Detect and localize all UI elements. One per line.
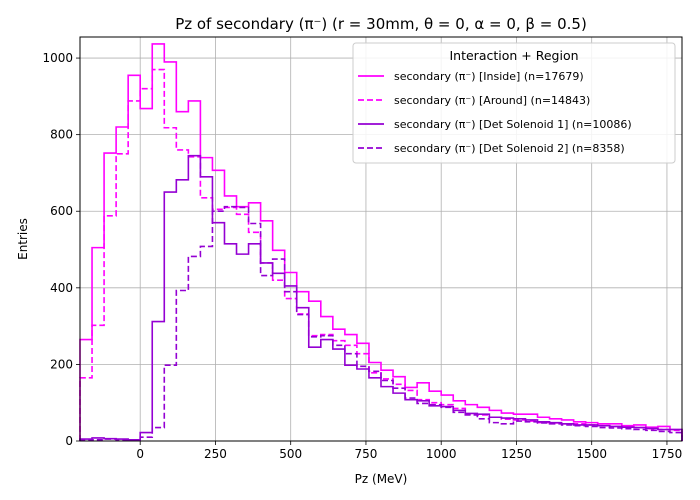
x-tick-label: 1000 xyxy=(426,447,457,461)
x-tick-label: 1500 xyxy=(576,447,607,461)
y-axis-ticks: 0 200 400 600 800 1000 xyxy=(42,51,80,448)
legend-items: secondary (π⁻) [Inside] (n=17679) seconda… xyxy=(358,70,632,155)
y-tick-label: 400 xyxy=(50,281,73,295)
x-tick-label: 250 xyxy=(204,447,227,461)
x-tick-label: 1250 xyxy=(501,447,532,461)
y-tick-label: 0 xyxy=(65,434,73,448)
y-tick-label: 1000 xyxy=(42,51,73,65)
x-tick-label: 1750 xyxy=(652,447,683,461)
y-tick-label: 800 xyxy=(50,128,73,142)
series-layer xyxy=(79,43,683,442)
y-axis-label: Entries xyxy=(16,218,30,260)
legend-label: secondary (π⁻) [Inside] (n=17679) xyxy=(394,70,584,83)
x-tick-label: 750 xyxy=(354,447,377,461)
legend-label: secondary (π⁻) [Det Solenoid 2] (n=8358) xyxy=(394,142,625,155)
x-tick-label: 0 xyxy=(136,447,144,461)
legend-box xyxy=(352,42,676,164)
plot-frame xyxy=(79,36,683,442)
legend-title: Interaction + Region xyxy=(449,48,578,63)
legend-label: secondary (π⁻) [Det Solenoid 1] (n=10086… xyxy=(394,118,632,131)
x-axis-label: Pz (MeV) xyxy=(355,472,408,486)
legend-label: secondary (π⁻) [Around] (n=14843) xyxy=(394,94,590,107)
y-tick-label: 200 xyxy=(50,357,73,371)
series-line-1 xyxy=(79,43,683,441)
x-tick-label: 500 xyxy=(279,447,302,461)
series-line-4 xyxy=(79,205,683,442)
chart-title: Pz of secondary (π⁻) (r = 30mm, θ = 0, α… xyxy=(175,15,587,33)
series-line-3 xyxy=(79,154,683,441)
y-tick-label: 600 xyxy=(50,204,73,218)
legend: Interaction + Region secondary (π⁻) [Ins… xyxy=(352,42,676,164)
x-axis-ticks: 0 250 500 750 1000 1250 1500 1750 xyxy=(136,441,682,461)
